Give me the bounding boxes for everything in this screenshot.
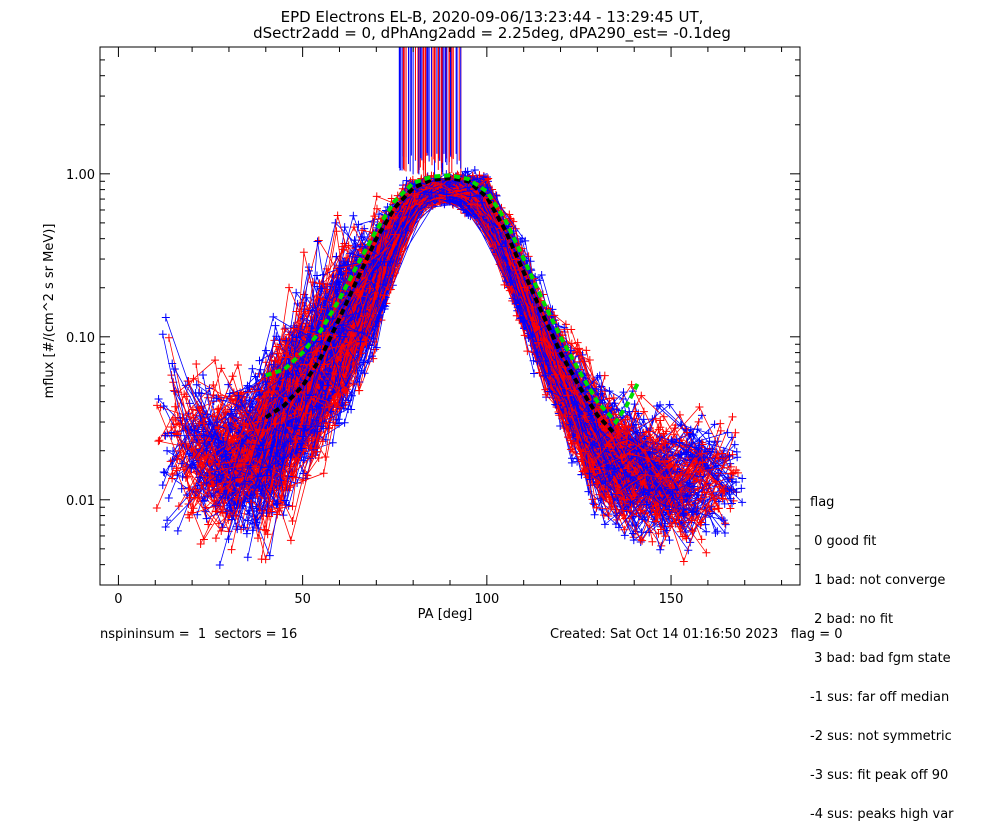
spectrum-point (248, 364, 257, 373)
spectrum-point (665, 536, 674, 545)
spectrum-point (158, 481, 167, 490)
spectrum-point (711, 528, 720, 537)
spectrum-point (682, 534, 691, 543)
chart-subtitle: dSectr2add = 0, dPhAng2add = 2.25deg, dP… (253, 24, 731, 42)
spectrum-point (328, 438, 337, 447)
spectrum-point (582, 346, 591, 355)
spectrum-point (605, 387, 614, 396)
spectrum-point (523, 347, 532, 356)
spectrum-point (262, 346, 271, 355)
spectrum-point (590, 510, 599, 519)
spectrum-point (630, 400, 639, 409)
spectrum-point (537, 270, 546, 279)
spectrum-point (716, 419, 725, 428)
spectrum-point (269, 312, 278, 321)
spectrum-point (702, 548, 711, 557)
spectrum-point (721, 520, 730, 529)
spectrum-point (152, 503, 161, 512)
spectrum-point (704, 429, 713, 438)
spectrum-point (177, 484, 186, 493)
spectrum-point (265, 551, 274, 560)
spectrum-point (360, 224, 369, 233)
spectrum-point (354, 220, 363, 229)
spectrum-point (567, 339, 576, 348)
spectrum-point (585, 356, 594, 365)
spectrum-point (701, 520, 710, 529)
spectrum-point (292, 288, 301, 297)
spectrum-point (648, 537, 657, 546)
spectrum-point (702, 527, 711, 536)
spectrum-point (154, 437, 163, 446)
spectrum-point (340, 418, 349, 427)
spectrum-point (665, 400, 674, 409)
spectrum-point (314, 236, 323, 245)
spectrum-point (217, 526, 226, 535)
spectrum-point (196, 540, 205, 549)
chart-title: EPD Electrons EL-B, 2020-09-06/13:23:44 … (280, 8, 704, 26)
spectrum-point (192, 360, 201, 369)
spectrum-point (726, 504, 735, 513)
spectrum-point (313, 271, 321, 280)
spectrum-point (349, 211, 358, 220)
spectrum-point (726, 459, 735, 468)
spectrum-point (720, 529, 729, 538)
spectrum-point (224, 535, 233, 544)
spectrum-point (530, 369, 539, 378)
spectrum-point (299, 248, 308, 257)
spectrum-point (728, 433, 737, 442)
spectrum-point (737, 484, 746, 493)
spectrum-point (257, 555, 266, 564)
spectrum-point (350, 236, 359, 245)
spectrum-point (694, 417, 703, 426)
spectrum-point (475, 171, 484, 180)
spectrum-point (271, 321, 280, 330)
spectrum-point (243, 553, 252, 562)
spectrum-point (161, 313, 170, 322)
spectrum-point (248, 526, 257, 535)
spectrum-point (159, 468, 168, 477)
spectrum-point (211, 534, 220, 543)
spectrum-point (656, 545, 665, 554)
spectrum-point (738, 474, 747, 483)
spectrum-point (332, 227, 341, 236)
spectrum-point (163, 446, 172, 455)
spectrum-point (319, 469, 328, 478)
spectrum-point (387, 194, 396, 203)
spectrum-point (173, 526, 182, 535)
spectrum-point (713, 527, 722, 536)
spectrum-point (228, 372, 237, 381)
spectrum-point (321, 453, 330, 462)
spectrum-point (153, 401, 162, 410)
spectrum-point (155, 436, 164, 445)
spectrum-point (285, 283, 294, 292)
spectrum-point (233, 361, 242, 370)
spectrum-point (164, 494, 173, 503)
spectrum-point (354, 386, 363, 395)
spectrum-point (731, 428, 740, 437)
spectra-traces (152, 165, 747, 569)
spectrum-point (639, 407, 648, 416)
spectrum-point (160, 468, 169, 477)
